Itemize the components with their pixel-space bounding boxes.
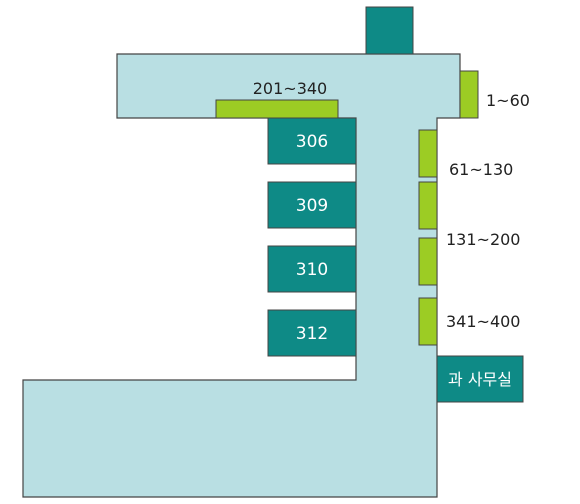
room-312-label: 312 <box>296 324 328 344</box>
room-309-label: 309 <box>296 196 328 216</box>
locker-131-200-b <box>418 237 438 286</box>
locker-201-340-label: 201~340 <box>253 79 327 98</box>
room-312 <box>267 309 357 357</box>
room-310-label: 310 <box>296 260 328 280</box>
locker-61-130 <box>418 129 438 178</box>
locker-201-340 <box>215 99 339 119</box>
locker-131-200 <box>418 181 438 230</box>
locker-341-400 <box>418 297 438 346</box>
room-310 <box>267 245 357 293</box>
room-306-label: 306 <box>296 132 328 152</box>
locker-61-130-label: 61~130 <box>449 160 513 179</box>
locker-131-200-label: 131~200 <box>446 230 520 249</box>
locker-341-400-label: 341~400 <box>446 312 520 331</box>
top-stairwell <box>365 6 414 55</box>
locker-1-60 <box>459 70 479 119</box>
corridor <box>22 53 461 498</box>
dept-office <box>436 355 524 403</box>
room-309 <box>267 181 357 229</box>
dept-office-label: 과 사무실 <box>448 370 512 389</box>
locker-1-60-label: 1~60 <box>486 91 530 110</box>
room-306 <box>267 117 357 165</box>
